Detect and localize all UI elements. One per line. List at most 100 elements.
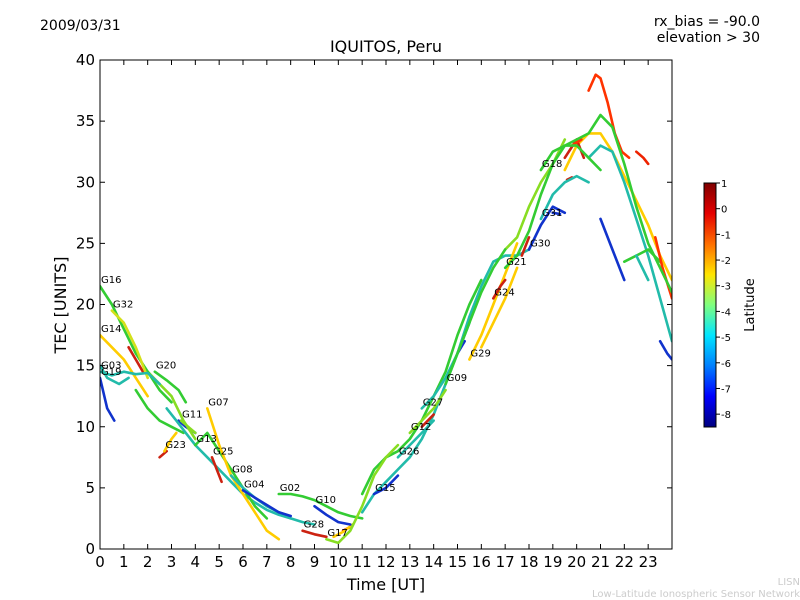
series-label-g16: G16 [101, 275, 121, 286]
colorbar: 1 0 -1 -2 -3 -4 -5 -6 -7 -8 [703, 179, 731, 428]
x-tick-label: 14 [424, 553, 443, 571]
x-tick-label: 3 [167, 553, 177, 571]
series-g26 [396, 419, 435, 459]
colorbar-label: Latitude [743, 278, 758, 332]
x-tick-label: 18 [519, 553, 538, 571]
x-tick-label: 19 [543, 553, 562, 571]
x-tick-label: 13 [400, 553, 419, 571]
series-label-g28: G28 [304, 520, 324, 531]
series-label-g19: G19 [101, 367, 121, 378]
rx-bias-label: rx_bias = -90.0 [654, 14, 760, 30]
y-tick-label: 20 [76, 296, 95, 314]
trace-26 [520, 236, 531, 257]
y-tick-label: 35 [76, 112, 95, 130]
x-tick-label: 7 [262, 553, 272, 571]
colorbar-tick-label: -7 [721, 384, 731, 395]
series-g19 [100, 376, 116, 422]
x-tick-label: 17 [496, 553, 515, 571]
series-label-g20: G20 [156, 361, 176, 372]
trace-15 [360, 278, 483, 496]
x-tick-label: 11 [353, 553, 372, 571]
date-label: 2009/03/31 [40, 18, 121, 34]
series-g13 [194, 431, 269, 520]
colorbar-tick-label: -2 [721, 256, 731, 267]
series-g32 [110, 309, 149, 380]
series-label-g14: G14 [101, 324, 121, 335]
series-g09 [444, 248, 507, 386]
x-tick-label: 23 [639, 553, 658, 571]
series-g07 [206, 407, 281, 541]
x-tick-label: 8 [286, 553, 296, 571]
y-tick-label: 0 [85, 540, 95, 558]
series-label-g08: G08 [232, 465, 252, 476]
trace-1 [635, 150, 650, 166]
series-label-g30: G30 [530, 238, 550, 249]
trace-20 [420, 413, 435, 429]
series-g30 [527, 205, 567, 251]
x-tick-label: 16 [472, 553, 491, 571]
series-g20 [153, 370, 188, 404]
series-label-g03: G03 [101, 361, 121, 372]
x-tick-label: 5 [214, 553, 224, 571]
trace-0 [587, 73, 631, 160]
series-g02 [277, 492, 364, 520]
trace-29 [635, 254, 650, 282]
series-g25 [210, 456, 223, 484]
trace-3 [587, 144, 672, 343]
series-label-g11: G11 [182, 410, 202, 421]
series-label-g25: G25 [213, 446, 233, 457]
colorbar-tick-label: -3 [721, 282, 731, 293]
series-label-g04: G04 [244, 479, 264, 490]
x-tick-label: 2 [143, 553, 153, 571]
elevation-label: elevation > 30 [657, 30, 760, 46]
series-g17 [325, 443, 400, 545]
y-tick-label: 25 [76, 234, 95, 252]
series-g24 [492, 278, 507, 300]
series-label-g12: G12 [411, 422, 431, 433]
series-label-g24: G24 [494, 287, 514, 298]
y-tick-label: 15 [76, 357, 95, 375]
series-g15 [372, 474, 400, 496]
x-axis-label: Time [UT] [346, 575, 425, 594]
footer-line2: Low-Latitude Ionospheric Sensor Network [592, 589, 800, 600]
series-g23 [163, 431, 178, 453]
x-tick-label: 9 [310, 553, 320, 571]
trace-16 [503, 138, 567, 251]
trace-22 [332, 523, 354, 539]
trace-13 [158, 449, 168, 459]
axes-group: 0 1 2 3 4 5 6 7 8 9 10 11 12 13 14 15 16 17 18 19 20 21 22 2305… [76, 51, 672, 571]
series-label-g02: G02 [280, 483, 300, 494]
series-g28 [301, 529, 328, 539]
series-label-g07: G07 [208, 397, 228, 408]
series-label-g26: G26 [399, 446, 419, 457]
trace-7 [658, 339, 672, 361]
x-tick-label: 10 [329, 553, 348, 571]
series-g03 [100, 370, 161, 386]
colorbar-tick-label: -4 [721, 307, 731, 318]
footer-line1: LISN [778, 577, 800, 588]
trace-19 [127, 346, 145, 373]
series-g12 [408, 388, 447, 435]
series-label-g15: G15 [375, 483, 395, 494]
series-label-g10: G10 [316, 495, 336, 506]
x-tick-label: 15 [448, 553, 467, 571]
series-g21 [503, 144, 602, 270]
series-label-g17: G17 [327, 528, 347, 539]
series-label-g13: G13 [196, 434, 216, 445]
y-tick-label: 5 [85, 479, 95, 497]
series-g04 [241, 489, 292, 518]
y-axis-label: TEC [UNITS] [51, 257, 70, 355]
chart-title: IQUITOS, Peru [330, 37, 442, 56]
series-label-g27: G27 [423, 397, 443, 408]
x-tick-label: 22 [615, 553, 634, 571]
y-tick-label: 30 [76, 173, 95, 191]
y-tick-label: 10 [76, 418, 95, 436]
colorbar-gradient [703, 182, 717, 428]
x-tick-label: 0 [95, 553, 105, 571]
colorbar-tick-label: -6 [721, 359, 731, 370]
series-label-g18: G18 [542, 159, 562, 170]
colorbar-tick-label: -8 [721, 410, 731, 421]
colorbar-tick-label: -1 [721, 230, 731, 241]
